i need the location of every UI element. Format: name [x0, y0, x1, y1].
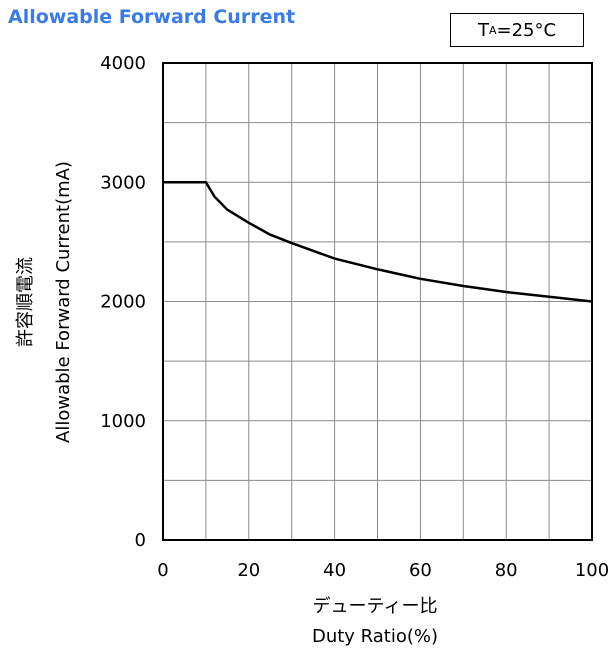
chart-title: Allowable Forward Current: [8, 6, 296, 28]
x-tick-label: 0: [157, 560, 168, 581]
condition-value: =25°C: [496, 19, 557, 41]
y-tick-label: 0: [135, 530, 146, 551]
series-line: [163, 181, 593, 303]
x-axis-label: Duty Ratio(%): [312, 626, 438, 647]
y-axis-label-ja: 許容順電流: [15, 257, 36, 347]
y-tick-label: 4000: [100, 53, 146, 74]
x-tick-label: 60: [409, 560, 432, 581]
y-tick-label: 1000: [100, 411, 146, 432]
y-axis-label: Allowable Forward Current(mA): [53, 161, 74, 443]
x-tick-label: 40: [323, 560, 346, 581]
x-axis-label-ja: デューティー比: [313, 596, 438, 617]
y-tick-label: 3000: [100, 172, 146, 193]
x-tick-label: 100: [575, 560, 609, 581]
x-tick-label: 20: [237, 560, 260, 581]
grid: [163, 63, 592, 540]
y-tick-label: 2000: [100, 292, 146, 313]
condition-subscript: A: [488, 23, 497, 37]
condition-symbol: T: [477, 19, 489, 41]
x-tick-label: 80: [495, 560, 518, 581]
condition-box: T A =25°C: [450, 13, 584, 47]
